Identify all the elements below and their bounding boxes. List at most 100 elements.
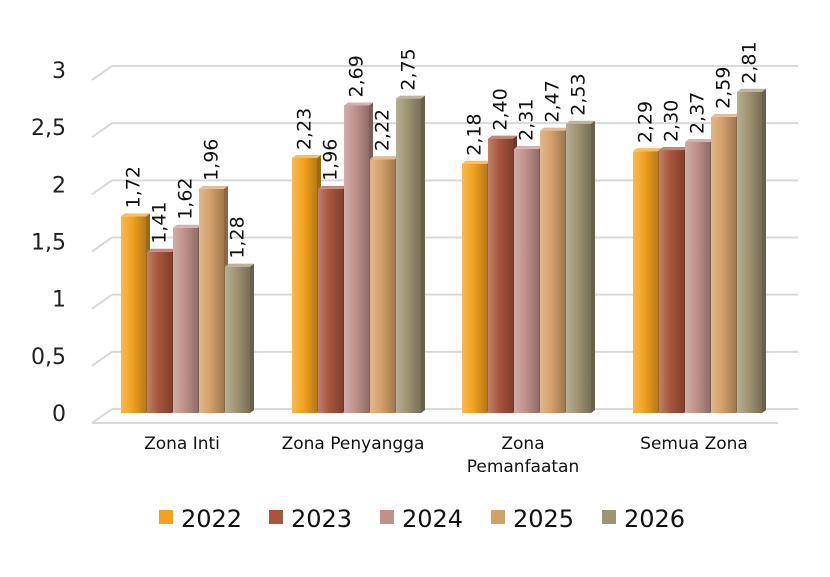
data-label: 2,23 <box>294 108 316 150</box>
bar-top <box>225 263 254 267</box>
bar <box>737 88 766 414</box>
bar <box>514 145 543 413</box>
bar-front <box>488 138 513 413</box>
legend-label: 2026 <box>624 505 685 533</box>
bar <box>199 185 228 413</box>
data-label: 2,22 <box>372 109 394 151</box>
gridline-stub <box>91 122 113 138</box>
data-label: 2,37 <box>687 92 709 134</box>
bar-top <box>462 160 491 164</box>
bar-top <box>659 147 688 151</box>
bar-top <box>566 120 595 124</box>
bar-front <box>173 227 198 413</box>
bar-top <box>173 224 202 228</box>
legend-swatch <box>380 510 394 524</box>
y-tick-label: 2 <box>52 173 66 198</box>
bar-front <box>199 188 224 413</box>
data-label: 2,40 <box>490 88 512 130</box>
bar <box>147 248 176 413</box>
legend-item: 2025 <box>491 505 574 533</box>
data-label: 1,72 <box>123 166 145 208</box>
bar-front <box>225 266 250 413</box>
gridline-stub <box>91 65 113 81</box>
data-label: 2,59 <box>713 67 735 109</box>
data-label: 1,96 <box>320 139 342 181</box>
bar <box>633 148 662 413</box>
legend-swatch <box>602 510 616 524</box>
bar-side <box>250 263 254 413</box>
bar <box>488 135 517 413</box>
category-label: Zona Penyangga <box>282 434 425 454</box>
bar-top <box>737 88 766 92</box>
data-label: 2,53 <box>568 73 590 115</box>
bar <box>344 102 373 414</box>
bar-top <box>199 185 228 189</box>
data-label: 2,29 <box>635 101 657 143</box>
bar-top <box>396 95 425 99</box>
x-axis-categories: Zona Inti Zona Penyangga Zona Pemanfaatan Se… <box>144 434 748 477</box>
bar <box>685 139 714 413</box>
data-label: 1,28 <box>227 216 249 258</box>
category-label: Semua Zona <box>640 434 748 454</box>
bar <box>462 160 491 413</box>
data-label: 1,96 <box>201 139 223 181</box>
legend-label: 2023 <box>291 505 352 533</box>
gridline-stub <box>91 293 113 310</box>
bar-top <box>318 185 347 189</box>
legend: 2022 2023 2024 2025 2026 <box>159 505 685 533</box>
data-labels: 1,721,411,621,961,282,231,962,692,222,75… <box>123 41 761 258</box>
legend-label: 2024 <box>402 505 463 533</box>
bar-front <box>462 163 487 413</box>
gridline-stub <box>91 236 113 253</box>
bar-front <box>292 158 317 413</box>
y-tick-label: 1,5 <box>31 231 66 256</box>
data-label: 2,81 <box>739 41 761 83</box>
bar <box>225 263 254 413</box>
bar-front <box>659 150 684 414</box>
y-tick-label: 3 <box>52 59 66 84</box>
bar-front <box>566 123 591 413</box>
bar-top <box>344 102 373 106</box>
bars <box>121 88 766 414</box>
bar-front <box>318 188 343 413</box>
bar-front <box>514 148 539 413</box>
bar <box>711 113 740 414</box>
bar-front <box>633 151 658 413</box>
gridline-stub <box>91 179 113 196</box>
bar-front <box>540 130 565 413</box>
bar <box>173 224 202 413</box>
bar-front <box>396 98 421 413</box>
data-label: 1,62 <box>175 177 197 219</box>
bar-top <box>121 213 150 217</box>
y-axis-ticks: 0 0,5 1 1,5 2 2,5 3 <box>31 59 66 427</box>
y-tick-label: 0 <box>52 402 66 427</box>
bar-top <box>370 156 399 160</box>
legend-item: 2022 <box>159 505 242 533</box>
bar <box>566 120 595 413</box>
legend-swatch <box>491 510 505 524</box>
bar-side <box>591 120 595 413</box>
bar <box>121 213 150 413</box>
bar-front <box>737 91 762 414</box>
data-label: 2,75 <box>398 48 420 90</box>
bar-top <box>540 127 569 131</box>
bar-top <box>147 248 176 252</box>
bar-front <box>344 105 369 414</box>
legend-label: 2022 <box>181 505 242 533</box>
data-label: 2,47 <box>542 80 564 122</box>
legend-item: 2024 <box>380 505 463 533</box>
data-label: 2,30 <box>661 100 683 142</box>
data-label: 2,69 <box>346 55 368 97</box>
bar-front <box>685 142 710 413</box>
category-label: Pemanfaatan <box>467 457 580 477</box>
bar-front <box>711 116 736 414</box>
bar <box>540 127 569 413</box>
bar <box>370 156 399 413</box>
category-label: Zona <box>501 434 544 454</box>
legend-swatch <box>269 510 283 524</box>
bar-side <box>762 88 766 414</box>
legend-label: 2025 <box>513 505 574 533</box>
legend-item: 2026 <box>602 505 685 533</box>
bar-side <box>421 95 425 413</box>
